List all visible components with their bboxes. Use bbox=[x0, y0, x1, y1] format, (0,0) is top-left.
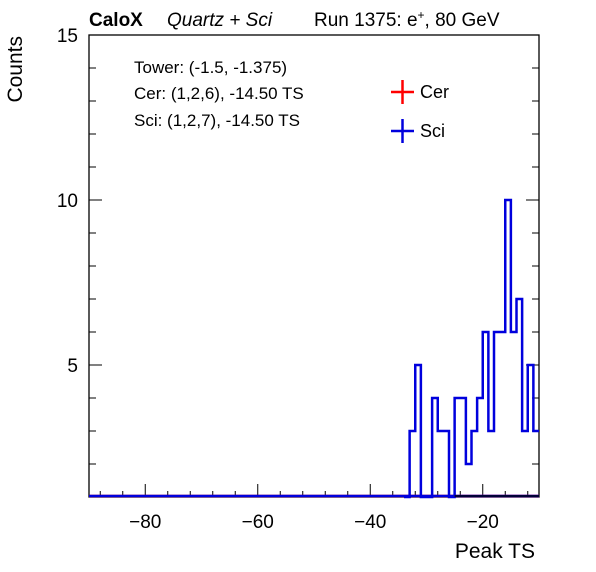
legend-cer-label: Cer bbox=[420, 82, 449, 102]
cer-label: Cer: (1,2,6), -14.50 TS bbox=[134, 84, 304, 103]
detector-subtitle: Quartz + Sci bbox=[167, 10, 273, 31]
x-tick-label: −20 bbox=[467, 512, 499, 533]
plot-frame bbox=[88, 34, 540, 498]
y-tick-label: 10 bbox=[57, 191, 78, 212]
x-tick-label: −60 bbox=[242, 512, 274, 533]
tower-label: Tower: (-1.5, -1.375) bbox=[134, 58, 287, 77]
sci-label: Sci: (1,2,7), -14.50 TS bbox=[134, 111, 300, 130]
run-tail: , 80 GeV bbox=[425, 10, 500, 31]
x-tick-label: −40 bbox=[354, 512, 386, 533]
run-text: Run 1375: e bbox=[314, 10, 418, 31]
series-layer bbox=[89, 198, 539, 499]
y-tick-label: 15 bbox=[57, 26, 78, 47]
histogram-sci bbox=[404, 198, 539, 499]
legend-sci-label: Sci bbox=[420, 121, 445, 141]
y-axis: 5 10 15 bbox=[57, 26, 539, 498]
x-axis-label: Peak TS bbox=[455, 540, 535, 563]
y-tick-label: 5 bbox=[67, 356, 78, 377]
run-info: Run 1375: e+, 80 GeV bbox=[314, 8, 500, 31]
legend: Cer Sci bbox=[391, 80, 449, 143]
brand-title: CaloX bbox=[89, 10, 143, 31]
run-superscript: + bbox=[418, 8, 425, 22]
x-axis: −80 −60 −40 −20 bbox=[99, 484, 529, 533]
y-axis-label: Counts bbox=[4, 36, 27, 103]
x-tick-label: −80 bbox=[129, 512, 161, 533]
